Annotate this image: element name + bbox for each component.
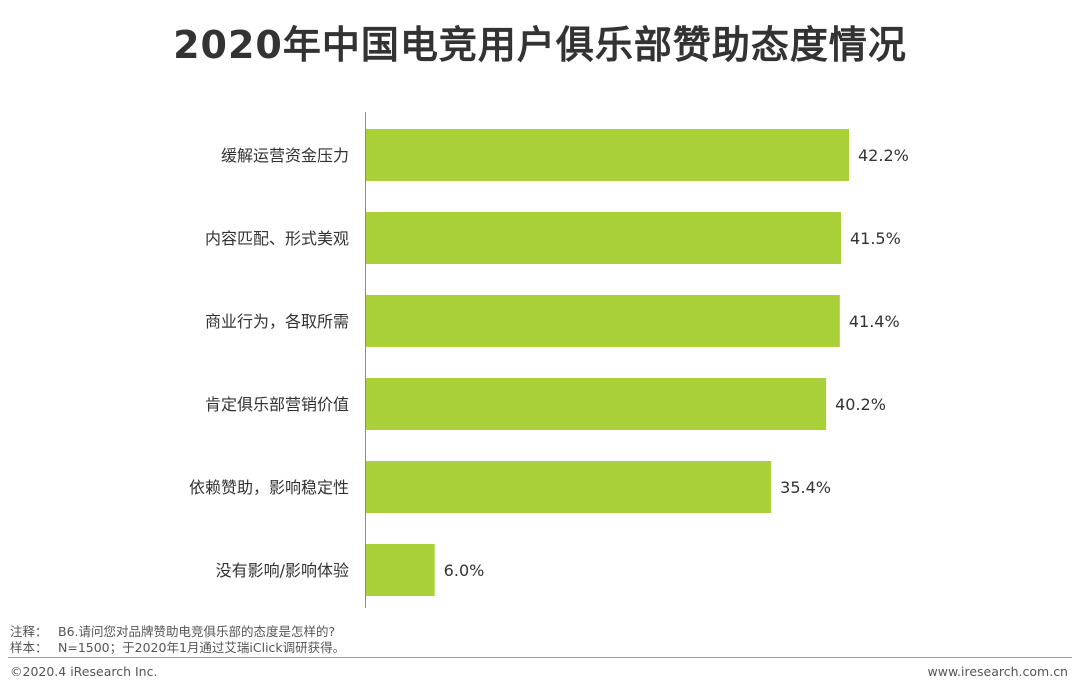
copyright: ©2020.4 iResearch Inc. bbox=[10, 664, 158, 679]
sample-label: 样本： bbox=[10, 640, 48, 655]
category-label-3: 商业行为，各取所需 bbox=[205, 312, 349, 331]
category-label-4: 肯定俱乐部营销价值 bbox=[205, 395, 349, 414]
value-label-3: 41.4% bbox=[849, 312, 900, 331]
sample-text: N=1500；于2020年1月通过艾瑞iClick调研获得。 bbox=[58, 640, 346, 655]
website-link[interactable]: www.iresearch.com.cn bbox=[927, 664, 1069, 679]
chart-title: 2020年中国电竞用户俱乐部赞助态度情况 bbox=[173, 23, 907, 67]
bar-1 bbox=[366, 129, 849, 181]
bar-2 bbox=[366, 212, 841, 264]
bar-chart: 缓解运营资金压力 42.2% 内容匹配、形式美观 41.5% 商业行为，各取所需 41.4… bbox=[189, 112, 909, 608]
value-label-6: 6.0% bbox=[444, 561, 485, 580]
bar-5 bbox=[366, 461, 772, 513]
chart-notes: 注释： B6.请问您对品牌赞助电竞俱乐部的态度是怎样的? 样本： N=1500；… bbox=[10, 624, 345, 656]
footer-divider bbox=[8, 657, 1072, 658]
category-label-6: 没有影响/影响体验 bbox=[216, 561, 349, 580]
value-label-2: 41.5% bbox=[850, 229, 901, 248]
value-label-4: 40.2% bbox=[835, 395, 886, 414]
note-text: B6.请问您对品牌赞助电竞俱乐部的态度是怎样的? bbox=[58, 624, 336, 639]
value-label-1: 42.2% bbox=[858, 146, 909, 165]
bar-3 bbox=[366, 295, 840, 347]
bar-6 bbox=[366, 544, 435, 596]
bars-group: 缓解运营资金压力 42.2% 内容匹配、形式美观 41.5% 商业行为，各取所需 41.4… bbox=[189, 129, 909, 596]
note-label: 注释： bbox=[10, 624, 48, 639]
value-label-5: 35.4% bbox=[780, 478, 831, 497]
category-label-2: 内容匹配、形式美观 bbox=[205, 229, 349, 248]
bar-4 bbox=[366, 378, 827, 430]
category-label-5: 依赖赞助，影响稳定性 bbox=[189, 478, 349, 497]
category-label-1: 缓解运营资金压力 bbox=[221, 146, 349, 165]
